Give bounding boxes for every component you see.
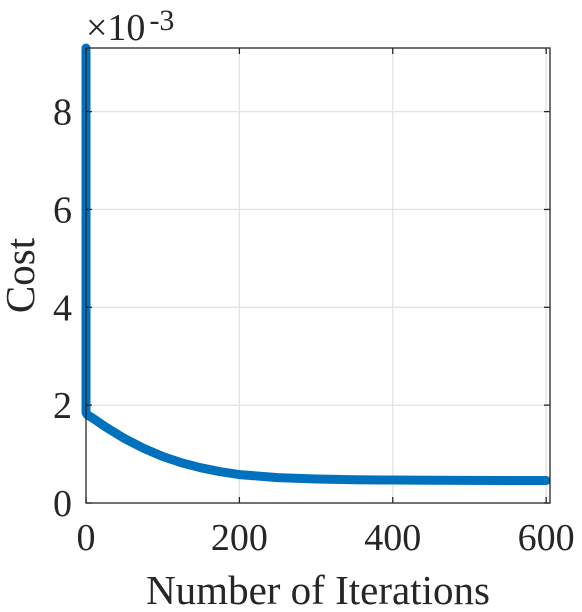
y-axis-title: Cost — [0, 237, 43, 313]
exponent-base: ×10 — [86, 7, 145, 49]
plot-frame — [85, 47, 551, 504]
x-tick-label: 600 — [518, 517, 575, 559]
y-axis-exponent-label: ×10 -3 — [86, 4, 174, 49]
y-tick-label: 8 — [53, 92, 72, 134]
y-tick-label: 2 — [53, 385, 72, 427]
series-layer — [81, 43, 551, 485]
axes-frame — [85, 47, 551, 504]
x-axis-title: Number of Iterations — [146, 567, 490, 612]
x-tick-label: 0 — [77, 517, 96, 559]
y-tick-label: 4 — [53, 287, 72, 329]
exponent-power: -3 — [149, 4, 174, 37]
x-tick-label: 200 — [211, 517, 268, 559]
y-tick-label: 0 — [53, 483, 72, 525]
x-tick-label: 400 — [364, 517, 421, 559]
y-tick-label: 6 — [53, 189, 72, 231]
grid-lines — [86, 48, 550, 503]
cost-series-line — [81, 43, 551, 485]
tick-labels: 0 200 400 600 0 2 4 6 8 — [53, 92, 575, 559]
